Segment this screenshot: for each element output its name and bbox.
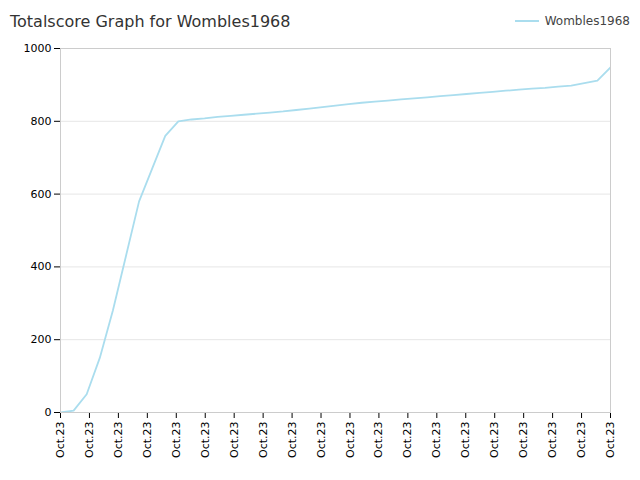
- svg-text:Oct.23: Oct.23: [546, 422, 559, 459]
- svg-text:Oct.23: Oct.23: [315, 422, 328, 459]
- svg-text:Oct.23: Oct.23: [228, 422, 241, 459]
- svg-text:Oct.23: Oct.23: [141, 422, 154, 459]
- svg-text:400: 400: [31, 260, 52, 273]
- svg-text:Oct.23: Oct.23: [54, 422, 67, 459]
- svg-text:Oct.23: Oct.23: [401, 422, 414, 459]
- svg-text:Oct.23: Oct.23: [199, 422, 212, 459]
- html-text:Wombles1968: Wombles1968: [544, 14, 630, 28]
- svg-text:Oct.23: Oct.23: [286, 422, 299, 459]
- svg-text:Oct.23: Oct.23: [170, 422, 183, 459]
- svg-text:200: 200: [31, 333, 52, 346]
- svg-text:800: 800: [31, 115, 52, 128]
- svg-text:Oct.23: Oct.23: [575, 422, 588, 459]
- svg-text:Oct.23: Oct.23: [372, 422, 385, 459]
- svg-text:1000: 1000: [24, 42, 52, 55]
- svg-text:Oct.23: Oct.23: [459, 422, 472, 459]
- svg-text:Oct.23: Oct.23: [257, 422, 270, 459]
- svg-text:Oct.23: Oct.23: [517, 422, 530, 459]
- svg-text:Oct.23: Oct.23: [604, 422, 617, 459]
- svg-text:Oct.23: Oct.23: [488, 422, 501, 459]
- svg-text:Oct.23: Oct.23: [430, 422, 443, 459]
- svg-text:Oct.23: Oct.23: [343, 422, 356, 459]
- svg-text:600: 600: [31, 188, 52, 201]
- svg-text:Oct.23: Oct.23: [83, 422, 96, 459]
- html-text:Totalscore Graph for Wombles19: Totalscore Graph for Wombles1968: [10, 11, 291, 31]
- svg-text:0: 0: [45, 406, 52, 419]
- svg-text:Oct.23: Oct.23: [112, 422, 125, 459]
